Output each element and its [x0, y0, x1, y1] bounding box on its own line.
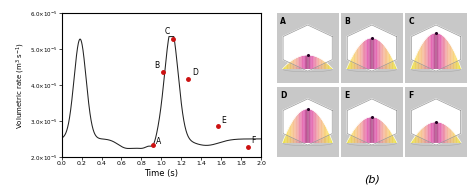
Text: F: F [251, 136, 255, 145]
Text: A: A [280, 17, 286, 26]
X-axis label: Time (s): Time (s) [145, 169, 178, 178]
Y-axis label: Volumetric rate (m$^3$ s$^{-1}$): Volumetric rate (m$^3$ s$^{-1}$) [15, 41, 27, 129]
Polygon shape [347, 99, 396, 145]
Text: F: F [408, 91, 413, 100]
Text: C: C [164, 27, 170, 36]
Polygon shape [411, 25, 461, 71]
Polygon shape [283, 99, 332, 145]
Polygon shape [347, 25, 396, 71]
Text: D: D [192, 68, 198, 77]
Text: D: D [280, 91, 286, 100]
Text: B: B [344, 17, 350, 26]
Polygon shape [411, 99, 461, 145]
Text: E: E [221, 115, 226, 125]
Text: A: A [156, 137, 162, 146]
Text: (b): (b) [364, 174, 380, 184]
Text: B: B [155, 61, 160, 70]
Text: E: E [344, 91, 349, 100]
Polygon shape [283, 25, 332, 71]
Text: C: C [408, 17, 414, 26]
